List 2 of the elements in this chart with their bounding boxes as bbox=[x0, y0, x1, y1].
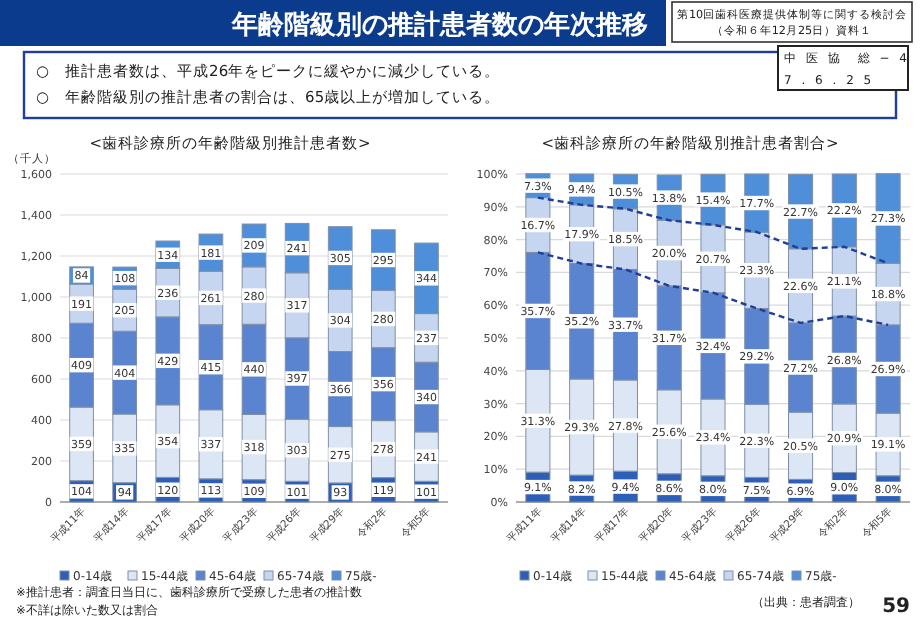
text: 59 bbox=[882, 596, 911, 618]
text: 年齢階級別の推計患者数の年次推移 bbox=[230, 9, 648, 41]
